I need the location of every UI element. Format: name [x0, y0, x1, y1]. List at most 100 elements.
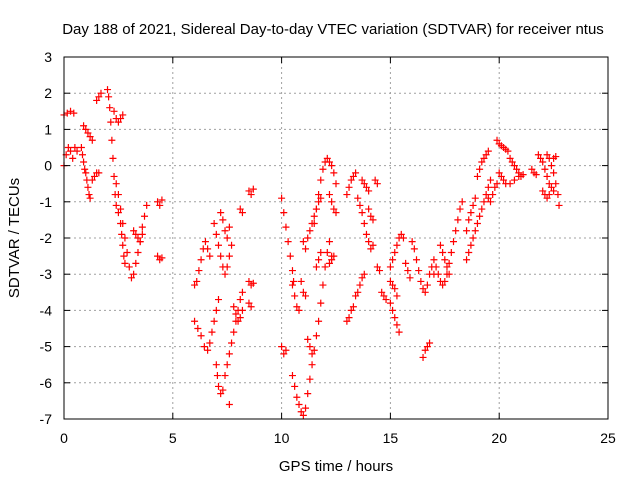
data-point: [510, 162, 518, 170]
data-point: [310, 220, 318, 228]
data-point: [299, 411, 307, 419]
data-point: [112, 201, 120, 209]
series-s20: [236, 205, 246, 217]
data-point: [367, 212, 375, 220]
data-point: [358, 209, 366, 217]
data-point: [345, 314, 353, 322]
data-point: [373, 180, 381, 188]
data-point: [304, 335, 312, 343]
data-point: [197, 256, 205, 264]
data-point: [506, 154, 514, 162]
data-point: [347, 306, 355, 314]
data-point: [302, 404, 310, 412]
series-s50: [436, 241, 453, 278]
data-point: [114, 191, 122, 199]
data-point: [391, 314, 399, 322]
data-point: [127, 274, 135, 282]
data-point: [108, 136, 116, 144]
data-point: [397, 230, 405, 238]
grid-layer: [64, 57, 608, 419]
data-point: [110, 107, 118, 115]
series-s26: [288, 281, 303, 314]
data-point: [197, 332, 205, 340]
y-tick-label: -1: [40, 194, 53, 210]
series-s59: [528, 165, 540, 179]
data-point: [473, 172, 481, 180]
data-point: [228, 241, 236, 249]
data-point: [90, 172, 98, 180]
data-point: [210, 317, 218, 325]
data-point: [534, 151, 542, 159]
data-point: [317, 299, 325, 307]
data-point: [123, 248, 131, 256]
data-point: [547, 162, 555, 170]
series-s4: [80, 122, 96, 144]
data-point: [245, 299, 253, 307]
data-point: [317, 194, 325, 202]
data-point: [204, 245, 212, 253]
y-tick-label: 1: [44, 121, 52, 137]
series-s52: [463, 194, 479, 235]
data-point: [280, 350, 288, 358]
data-point: [154, 252, 162, 260]
data-point: [69, 154, 77, 162]
data-point: [119, 220, 127, 228]
data-point: [212, 361, 220, 369]
series-s56: [493, 136, 512, 155]
data-point: [238, 306, 246, 314]
data-point: [497, 172, 505, 180]
data-point: [156, 201, 164, 209]
data-point: [463, 227, 471, 235]
data-point: [306, 375, 314, 383]
series-s63: [550, 153, 560, 162]
data-point: [315, 198, 323, 206]
data-point: [306, 227, 314, 235]
data-point: [554, 191, 562, 199]
data-point: [465, 216, 473, 224]
data-point: [304, 234, 312, 242]
series-s60: [534, 151, 558, 195]
data-point: [154, 198, 162, 206]
data-point: [369, 216, 377, 224]
data-point: [456, 205, 464, 213]
y-tick-label: -3: [40, 266, 53, 282]
data-point: [452, 227, 460, 235]
data-point: [312, 263, 320, 271]
data-point: [358, 176, 366, 184]
data-point: [77, 144, 85, 151]
data-point: [345, 183, 353, 191]
series-s38: [358, 176, 373, 195]
data-point: [513, 165, 521, 173]
data-point: [312, 332, 320, 340]
series-s58: [506, 154, 525, 180]
data-point: [469, 201, 477, 209]
data-point: [406, 274, 414, 282]
data-point: [295, 306, 303, 314]
data-point: [206, 339, 214, 347]
series-s43: [386, 277, 401, 300]
data-point: [343, 191, 351, 199]
data-point: [130, 270, 138, 278]
data-point: [280, 209, 288, 217]
series-s5: [88, 169, 103, 184]
data-point: [410, 245, 418, 253]
data-point: [105, 93, 113, 101]
data-point: [543, 172, 551, 180]
data-point: [119, 241, 127, 249]
data-point: [201, 238, 209, 246]
data-point: [136, 238, 144, 246]
data-point: [119, 111, 127, 119]
data-point: [319, 281, 327, 289]
data-point: [138, 230, 146, 238]
series-s3: [77, 144, 94, 202]
data-point: [125, 263, 133, 271]
data-point: [528, 165, 536, 173]
data-point: [121, 259, 129, 267]
data-point: [109, 154, 117, 162]
series-s42: [378, 288, 390, 304]
data-point: [471, 194, 479, 202]
y-tick-label: -6: [40, 375, 53, 391]
series-s17: [212, 288, 246, 398]
data-point: [349, 303, 357, 311]
